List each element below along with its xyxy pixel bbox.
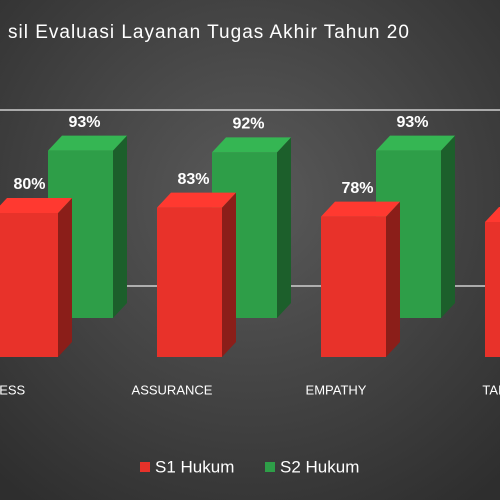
- bar: [157, 207, 222, 357]
- bar-top: [321, 201, 400, 217]
- x-tick-label: ASSURANCE: [132, 382, 213, 397]
- x-tick-label: EMPATHY: [306, 382, 367, 397]
- value-label: 78%: [341, 180, 373, 197]
- bar-top: [0, 198, 72, 213]
- bar-side: [58, 198, 72, 357]
- bar-top: [48, 135, 127, 151]
- x-tick-label: NSIVENESS: [0, 382, 26, 397]
- value-label: 83%: [177, 171, 209, 188]
- legend-label: S2 Hukum: [280, 457, 359, 476]
- bar: [321, 216, 386, 357]
- bar-side: [222, 192, 236, 357]
- bar-side: [113, 135, 127, 318]
- bar-top: [157, 192, 236, 208]
- bar-side: [441, 135, 455, 318]
- bar-top: [376, 135, 455, 151]
- bar-side: [277, 137, 291, 318]
- x-tick-label: TANG: [482, 382, 500, 397]
- bar-side: [386, 201, 400, 357]
- bar: [485, 222, 500, 357]
- bar: [0, 213, 58, 357]
- bar-top: [212, 137, 291, 153]
- bar-top: [485, 207, 500, 222]
- legend-swatch: [265, 462, 275, 472]
- value-label: 93%: [396, 114, 428, 131]
- value-label: 80%: [13, 176, 45, 193]
- legend-swatch: [140, 462, 150, 472]
- value-label: 93%: [68, 114, 100, 131]
- legend-label: S1 Hukum: [155, 457, 234, 476]
- chart-title: sil Evaluasi Layanan Tugas Akhir Tahun 2…: [8, 22, 410, 43]
- value-label: 92%: [232, 116, 264, 133]
